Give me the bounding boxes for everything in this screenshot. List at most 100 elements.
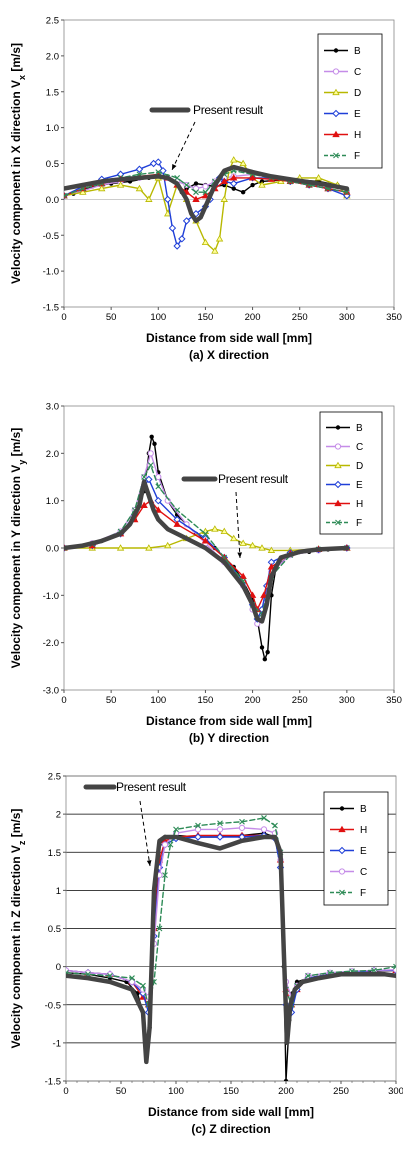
- x-tick-label: 350: [386, 695, 402, 706]
- data-point-b: [265, 649, 270, 655]
- x-axis-label: Distance from side wall [mm]: [146, 331, 312, 345]
- data-point-e: [154, 496, 162, 505]
- x-tick-label: 300: [339, 312, 355, 323]
- legend-marker: [333, 152, 339, 159]
- series-line-h: [64, 499, 348, 611]
- y-tick-label: 0.0: [46, 195, 59, 206]
- data-point-h: [154, 506, 162, 513]
- data-point-f: [202, 530, 209, 537]
- data-point-f: [195, 822, 201, 829]
- data-point-e: [135, 165, 144, 173]
- annotation-label: Present result: [193, 103, 264, 117]
- x-tick-label: 200: [245, 695, 261, 706]
- x-tick-label: 350: [386, 312, 402, 323]
- annotation-label: Present result: [116, 780, 187, 794]
- data-point-h: [260, 591, 268, 598]
- data-point-f: [202, 189, 209, 196]
- legend-box: [317, 33, 383, 169]
- chart-x-direction: 0 50 100 150 200 250 300 350 2.5 2.0 1.5 1.0 0.5 0.0 -…: [9, 16, 402, 363]
- legend-marker: [335, 519, 341, 526]
- data-point-f: [305, 972, 311, 979]
- data-point-f: [107, 972, 113, 979]
- x-tick-label: 0: [61, 695, 66, 706]
- data-point-e: [216, 833, 224, 841]
- data-point-h: [140, 501, 148, 508]
- data-point-e: [182, 217, 191, 225]
- annotation-arrow-head: [237, 552, 242, 558]
- data-point-d: [201, 238, 210, 246]
- annotation-arrow-head: [146, 860, 152, 866]
- data-point-h: [230, 174, 238, 181]
- data-point-e: [154, 158, 162, 166]
- x-tick-label: 250: [333, 1086, 349, 1097]
- legend-label: F: [354, 151, 360, 162]
- y-tick-label: 0.5: [48, 924, 61, 935]
- y-axis-label: Velocity component in X direction Vx [m/…: [9, 43, 27, 284]
- legend-label: C: [354, 67, 361, 78]
- series-line-present-result: [64, 479, 350, 624]
- data-point-e: [164, 195, 172, 204]
- data-point-b: [231, 186, 236, 191]
- data-point-d: [220, 195, 228, 202]
- data-point-f: [167, 841, 174, 848]
- y-tick-label: 1: [56, 886, 61, 897]
- data-point-b: [283, 1078, 289, 1081]
- x-tick-label: 250: [292, 695, 308, 706]
- y-tick-label: -1.5: [45, 1077, 61, 1088]
- chart-z-direction: 0 50 100 150 200 250 300 2.5 2 1.5 1 0.5 0 -0.5 -1 -1.5…: [9, 772, 403, 1137]
- data-point-c: [216, 826, 224, 833]
- data-point-f: [156, 925, 163, 932]
- x-tick-label: 250: [292, 312, 308, 323]
- data-point-b: [250, 182, 255, 188]
- data-point-f: [272, 822, 278, 829]
- data-point-b: [149, 434, 154, 439]
- y-tick-label: 1.5: [48, 848, 61, 859]
- series-line-present-result: [64, 164, 350, 224]
- legend-marker: [332, 109, 340, 118]
- legend-label: B: [356, 423, 363, 434]
- data-point-b: [240, 190, 246, 195]
- data-point-c: [128, 978, 136, 985]
- x-tick-label: 200: [278, 1086, 294, 1097]
- data-point-d: [116, 181, 125, 188]
- legend-marker: [339, 806, 345, 811]
- data-point-c: [147, 450, 154, 457]
- y-axis-label: Velocity component in Z direction Vz [m/…: [9, 809, 27, 1049]
- legend-marker: [334, 443, 342, 450]
- series-line-f: [64, 464, 348, 616]
- data-point-d: [135, 184, 144, 192]
- y-tick-label: -0.5: [45, 1000, 61, 1011]
- annotation-label: Present result: [218, 472, 289, 486]
- y-tick-label: -0.5: [43, 231, 59, 242]
- legend-marker: [335, 425, 341, 430]
- data-point-d: [248, 541, 257, 549]
- y-tick-label: -1.0: [43, 591, 59, 602]
- y-tick-label: 2: [56, 810, 61, 821]
- data-point-f: [140, 982, 146, 989]
- y-tick-label: -1: [53, 1038, 61, 1049]
- y-tick-label: 1.0: [46, 496, 59, 507]
- data-point-f: [129, 975, 135, 981]
- data-point-d: [230, 156, 238, 163]
- series-line-present-result: [66, 834, 396, 1065]
- x-axis-label: Distance from side wall [mm]: [146, 714, 312, 728]
- chart-caption: (a) X direction: [189, 348, 269, 362]
- annotation-arrow-head: [172, 164, 177, 170]
- data-point-e: [173, 242, 181, 250]
- data-point-f: [174, 174, 181, 181]
- data-point-d: [164, 541, 172, 549]
- data-point-f: [147, 462, 154, 469]
- y-tick-label: -3.0: [43, 686, 59, 697]
- legend-marker: [338, 868, 346, 875]
- data-point-f: [141, 474, 148, 480]
- data-point-c: [260, 826, 268, 833]
- data-point-c: [194, 826, 202, 833]
- data-point-h: [248, 591, 257, 598]
- data-point-d: [211, 247, 219, 254]
- data-point-b: [262, 657, 268, 662]
- legend-marker: [334, 499, 342, 507]
- data-point-c: [238, 824, 246, 831]
- legend-marker: [334, 480, 342, 489]
- y-tick-label: 0: [56, 962, 61, 973]
- chart-caption: (b) Y direction: [189, 731, 269, 745]
